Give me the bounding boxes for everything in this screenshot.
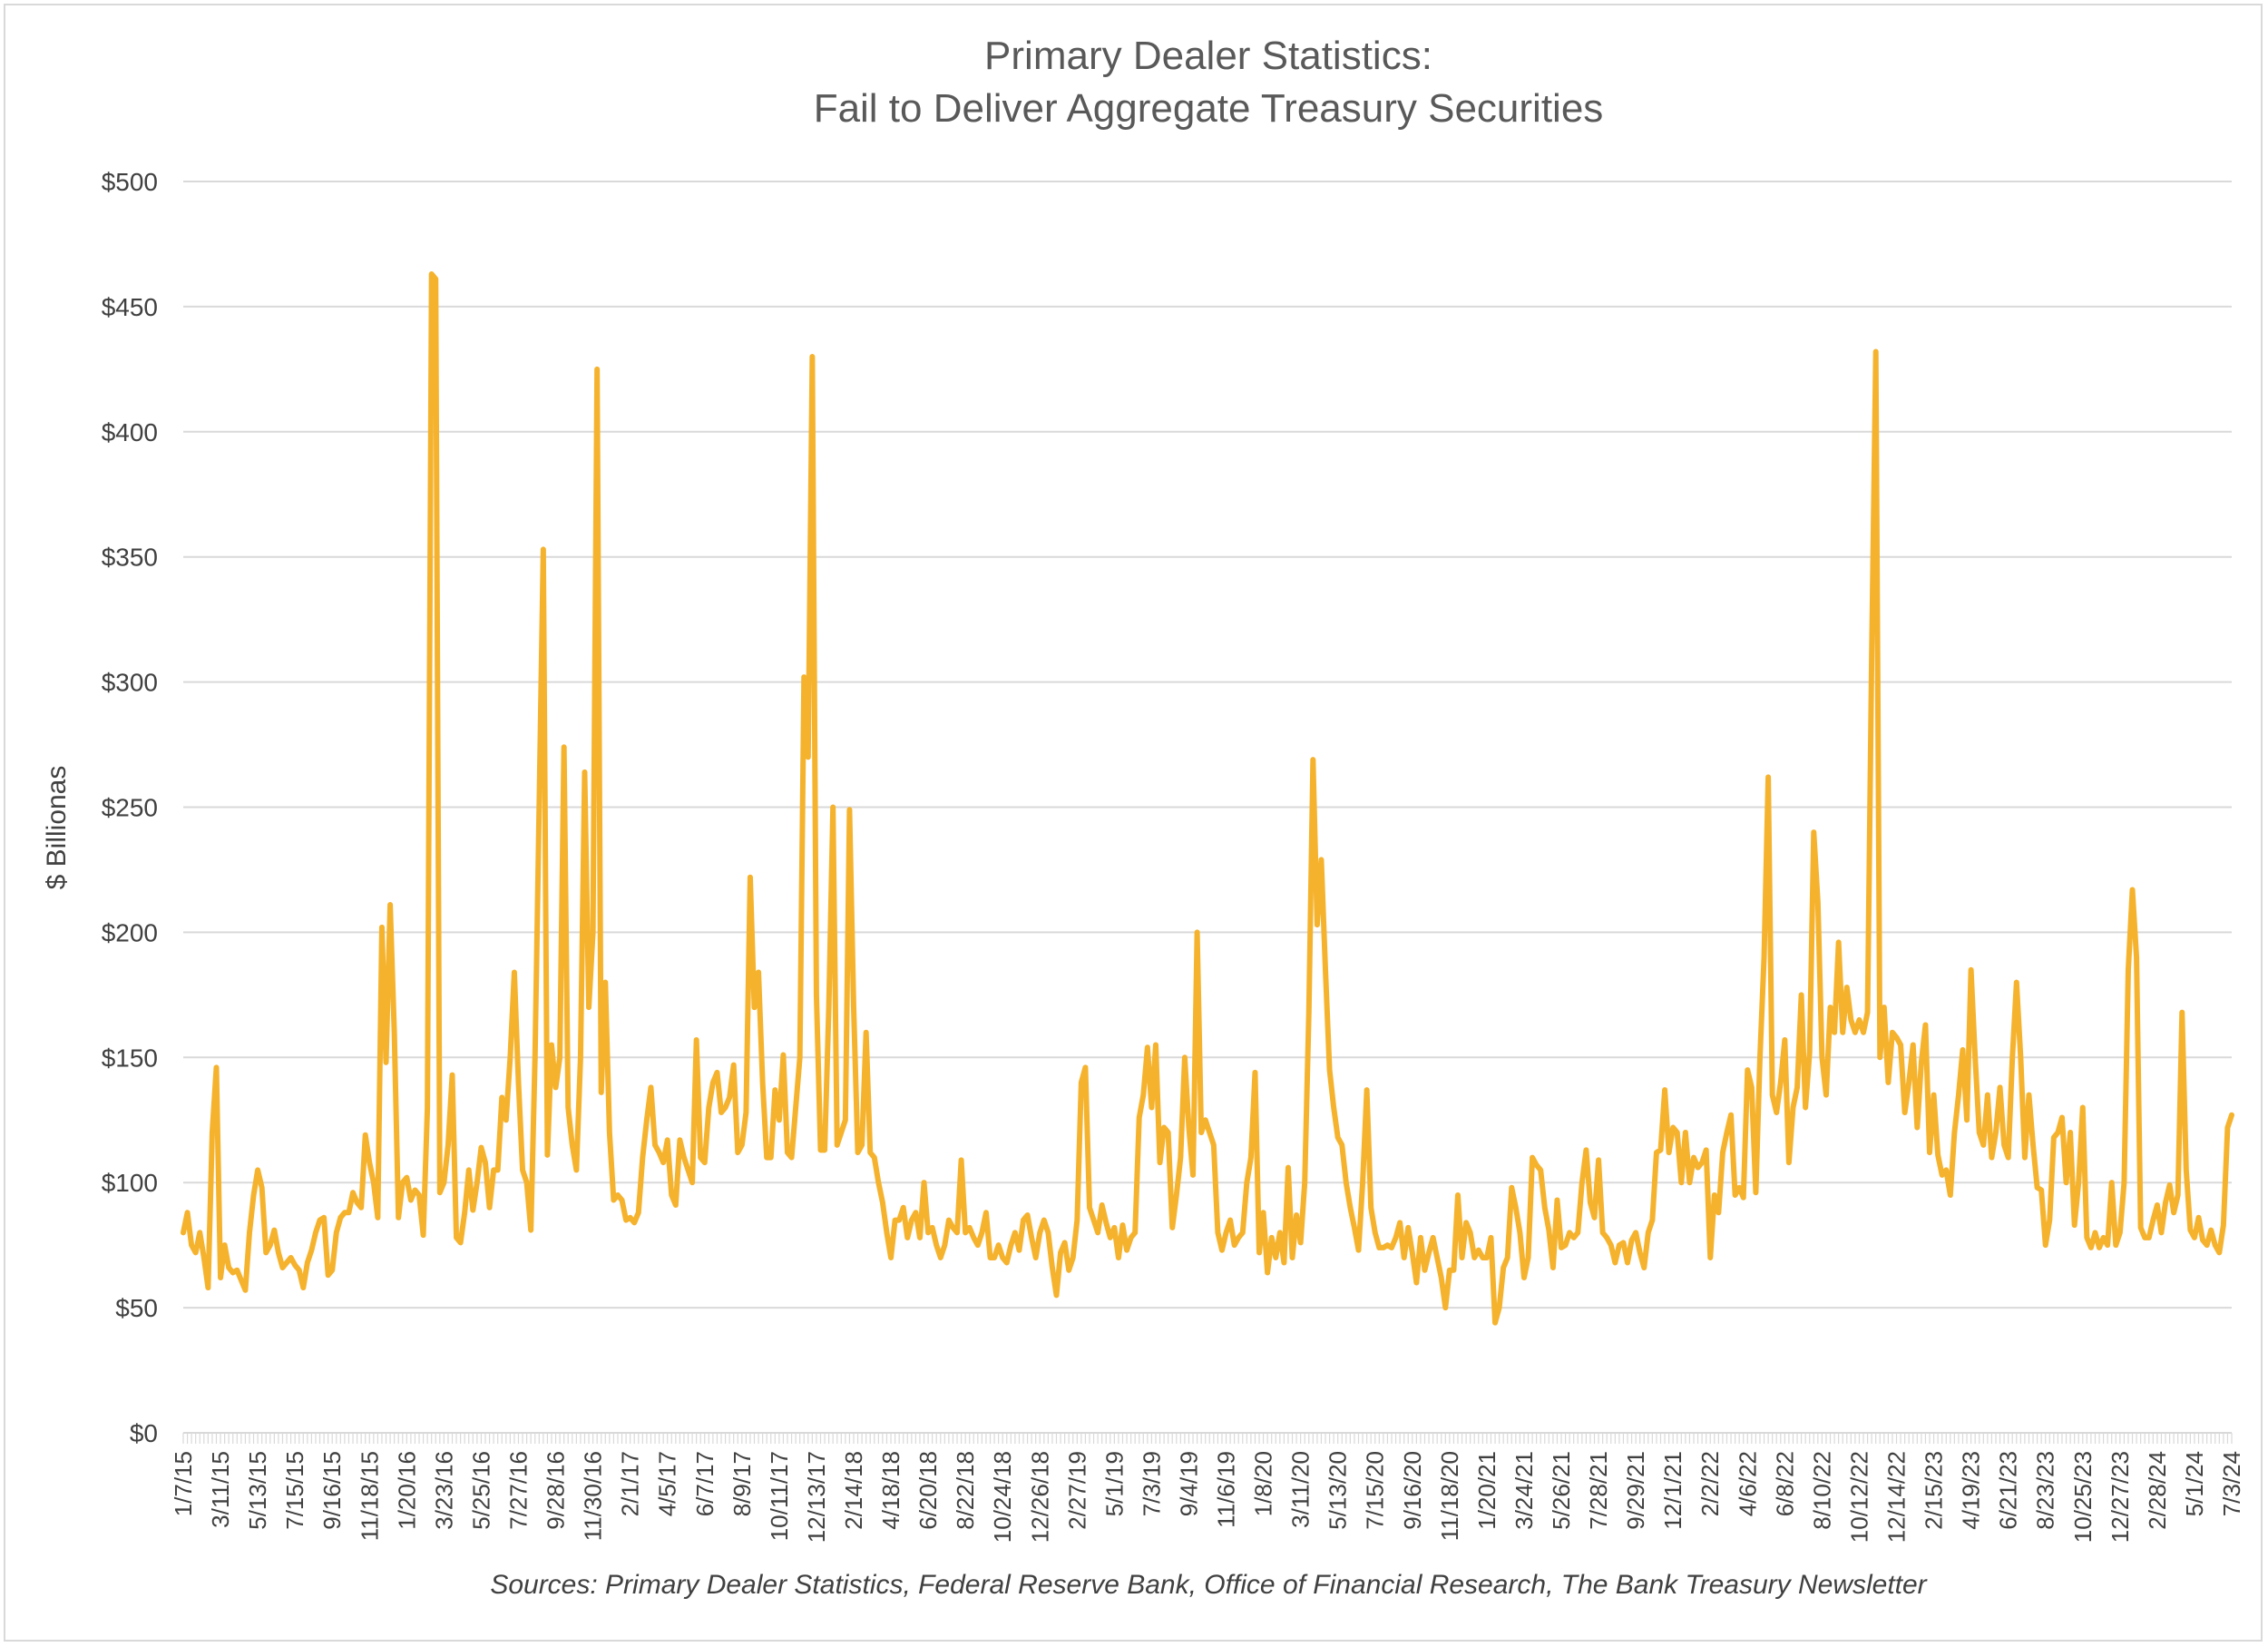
x-tick-label: 2/27/19 [1063,1451,1090,1530]
x-minor-ticks [182,1433,2233,1444]
x-tick-label: 9/16/15 [318,1451,346,1530]
x-tick-label: 1/7/15 [170,1451,197,1516]
x-tick-label: 4/18/18 [877,1451,904,1530]
x-tick-label: 7/15/15 [281,1451,308,1530]
x-tick-label: 12/26/18 [1026,1451,1053,1543]
x-tick-label: 9/4/19 [1176,1451,1203,1516]
x-tick-label: 10/24/18 [989,1451,1016,1543]
x-tick-label: 10/25/23 [2069,1451,2097,1543]
x-tick-label: 11/18/20 [1436,1451,1463,1541]
x-tick-label: 4/6/22 [1734,1451,1761,1516]
x-tick-label: 10/11/17 [766,1451,793,1541]
x-tick-label: 3/11/15 [207,1451,234,1528]
source-note: Sources: Primary Dealer Statistics, Fede… [490,1570,1927,1600]
x-tick-label: 1/8/20 [1250,1451,1277,1516]
x-tick-label: 2/15/23 [1921,1451,1948,1530]
x-tick-label: 6/8/22 [1771,1451,1798,1516]
x-axis-ticks: 1/7/15 3/11/15 5/13/15 7/15/15 9/16/15 11/18/… [170,1432,2245,1543]
y-tick-label: $500 [102,168,158,196]
y-tick-label: $100 [102,1169,158,1197]
x-tick-label: 4/5/17 [654,1451,681,1516]
x-tick-label: 11/30/16 [580,1451,607,1541]
x-tick-label: 10/12/22 [1846,1451,1873,1543]
x-tick-label: 5/26/21 [1548,1451,1575,1530]
y-tick-label: $200 [102,918,158,946]
y-tick-label: $450 [102,293,158,321]
x-tick-label: 12/14/22 [1883,1451,1911,1543]
y-tick-label: $300 [102,669,158,697]
series-line [181,271,2234,1326]
x-tick-label: 5/1/19 [1100,1451,1128,1516]
x-tick-label: 2/1/17 [617,1451,644,1516]
x-tick-label: 7/3/24 [2218,1451,2245,1516]
y-tick-label: $250 [102,794,158,822]
chart-title-line: Primary Dealer Statistics: [984,34,1432,78]
x-tick-label: 5/13/15 [244,1451,271,1530]
x-tick-label: 9/29/21 [1622,1451,1649,1530]
x-tick-label: 9/28/16 [543,1451,570,1530]
x-tick-label: 11/6/19 [1213,1451,1240,1528]
x-tick-label: 8/10/22 [1808,1451,1835,1530]
gridlines [183,181,2232,1434]
x-tick-label: 3/23/16 [430,1451,457,1530]
x-tick-label: 6/21/23 [1995,1451,2022,1530]
x-tick-label: 5/13/20 [1325,1451,1352,1530]
x-tick-label: 7/27/16 [505,1451,533,1530]
x-tick-label: 8/23/23 [2032,1451,2059,1530]
x-tick-label: 2/14/18 [840,1451,867,1530]
x-tick-label: 8/22/18 [952,1451,979,1530]
y-axis-label: $ Billionas [42,766,72,890]
y-tick-label: $150 [102,1044,158,1072]
x-tick-label: 3/11/20 [1287,1451,1315,1528]
chart-frame: Primary Dealer Statistics: Fail to Delive… [4,4,2263,1642]
x-tick-label: 7/3/19 [1138,1451,1165,1516]
x-tick-label: 5/25/16 [467,1451,494,1530]
x-tick-label: 12/1/21 [1659,1451,1686,1530]
x-tick-label: 12/13/17 [803,1451,830,1543]
y-tick-label: $50 [115,1294,158,1322]
x-tick-label: 6/7/17 [691,1451,719,1516]
x-tick-label: 9/16/20 [1399,1451,1426,1530]
y-tick-label: $350 [102,544,158,572]
chart-title: Primary Dealer Statistics: Fail to Delive… [814,34,1604,131]
x-tick-label: 8/9/17 [728,1451,756,1516]
x-tick-label: 7/15/20 [1362,1451,1389,1530]
x-tick-label: 2/28/24 [2144,1451,2171,1530]
x-tick-label: 12/27/23 [2107,1451,2134,1543]
x-tick-label: 1/20/21 [1473,1451,1501,1530]
x-tick-label: 2/2/22 [1696,1451,1724,1516]
x-tick-label: 11/18/15 [356,1451,383,1541]
x-tick-label: 1/20/16 [393,1451,420,1530]
line-chart: Primary Dealer Statistics: Fail to Delive… [42,34,2245,1600]
y-axis-ticks: $0 $50 $100 $150 $200 $250 $300 $350 $400 $450 $50… [102,168,158,1447]
x-tick-label: 3/24/21 [1510,1451,1538,1530]
chart-title-line: Fail to Deliver Aggregate Treasury Secur… [814,86,1604,131]
y-tick-label: $0 [130,1419,158,1447]
x-tick-label: 4/19/23 [1958,1451,1985,1530]
series-lines [181,271,2234,1326]
y-tick-label: $400 [102,418,158,446]
x-tick-label: 6/20/18 [914,1451,942,1530]
x-tick-label: 5/1/24 [2181,1451,2208,1516]
x-tick-label: 7/28/21 [1585,1451,1612,1530]
